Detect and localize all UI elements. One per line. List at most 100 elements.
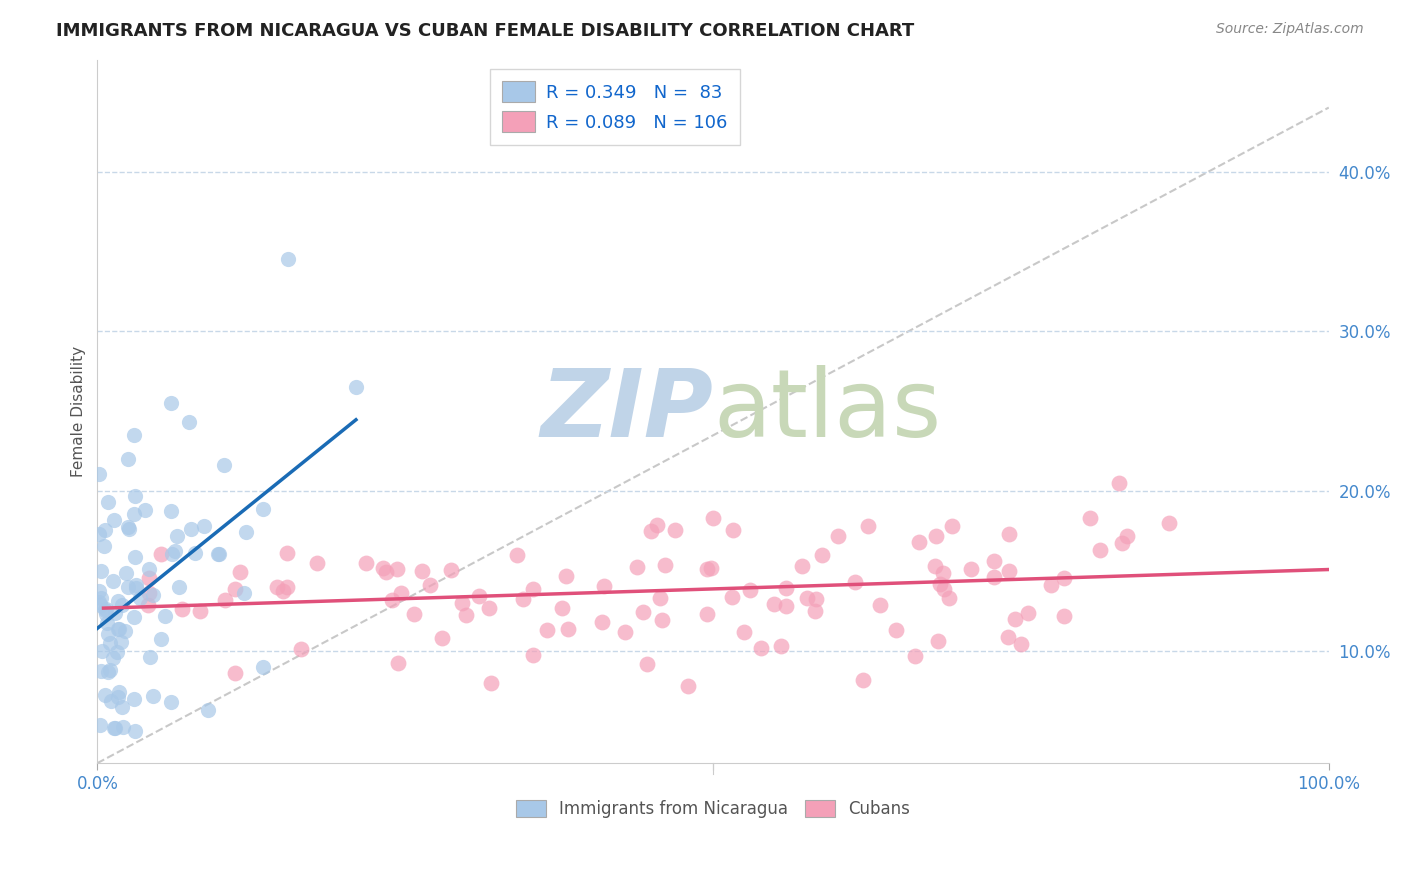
Point: [792, 559, 814, 574]
Point: [104, 606, 127, 620]
Point: [763, 597, 786, 611]
Point: [654, 558, 676, 573]
Point: [908, 535, 931, 549]
Point: [104, 721, 127, 735]
Point: [354, 556, 377, 570]
Point: [90, 664, 112, 678]
Point: [1088, 542, 1111, 557]
Point: [233, 586, 256, 600]
Point: [1157, 516, 1180, 531]
Point: [307, 556, 329, 570]
Y-axis label: Female Disability: Female Disability: [72, 346, 86, 477]
Point: [1004, 611, 1026, 625]
Point: [214, 592, 236, 607]
Point: [557, 622, 579, 636]
Point: [478, 601, 501, 615]
Point: [207, 547, 229, 561]
Point: [290, 642, 312, 657]
Point: [94, 688, 117, 702]
Point: [124, 507, 146, 521]
Point: [721, 591, 744, 605]
Point: [932, 582, 955, 597]
Point: [804, 591, 827, 606]
Point: [252, 659, 274, 673]
Point: [375, 565, 398, 579]
Point: [188, 604, 211, 618]
Point: [111, 599, 134, 613]
Point: [107, 594, 129, 608]
Point: [87, 584, 110, 599]
Point: [163, 544, 186, 558]
Point: [97, 665, 120, 680]
Point: [1108, 476, 1130, 491]
Text: ZIP: ZIP: [540, 366, 713, 458]
Point: [94, 607, 117, 621]
Point: [117, 452, 139, 467]
Point: [775, 599, 797, 613]
Point: [733, 625, 755, 640]
Point: [124, 692, 146, 706]
Point: [678, 679, 700, 693]
Point: [536, 623, 558, 637]
Point: [924, 559, 946, 574]
Point: [94, 523, 117, 537]
Point: [105, 645, 128, 659]
Point: [87, 467, 110, 482]
Point: [98, 663, 121, 677]
Point: [277, 252, 299, 267]
Point: [97, 494, 120, 508]
Point: [111, 700, 134, 714]
Point: [129, 591, 152, 605]
Point: [114, 566, 136, 580]
Point: [740, 582, 762, 597]
Point: [111, 720, 134, 734]
Point: [96, 616, 118, 631]
Point: [94, 603, 117, 617]
Point: [650, 613, 672, 627]
Point: [97, 627, 120, 641]
Point: [960, 561, 983, 575]
Point: [107, 622, 129, 636]
Point: [927, 633, 949, 648]
Point: [631, 605, 654, 619]
Point: [419, 578, 441, 592]
Point: [591, 615, 613, 629]
Point: [170, 601, 193, 615]
Point: [941, 518, 963, 533]
Point: [122, 610, 145, 624]
Point: [110, 635, 132, 649]
Point: [938, 591, 960, 605]
Point: [100, 694, 122, 708]
Point: [276, 581, 298, 595]
Point: [103, 574, 125, 589]
Point: [381, 593, 404, 607]
Point: [636, 657, 658, 671]
Point: [454, 607, 477, 622]
Point: [252, 501, 274, 516]
Point: [626, 559, 648, 574]
Point: [118, 523, 141, 537]
Point: [107, 690, 129, 705]
Point: [103, 721, 125, 735]
Point: [150, 632, 173, 646]
Point: [224, 582, 246, 597]
Point: [93, 540, 115, 554]
Point: [1017, 607, 1039, 621]
Point: [903, 648, 925, 663]
Point: [108, 622, 131, 636]
Point: [138, 586, 160, 600]
Point: [162, 547, 184, 561]
Point: [1053, 609, 1076, 624]
Point: [664, 523, 686, 537]
Legend: Immigrants from Nicaragua, Cubans: Immigrants from Nicaragua, Cubans: [509, 794, 917, 825]
Point: [522, 648, 544, 662]
Point: [640, 524, 662, 539]
Point: [90, 591, 112, 605]
Point: [235, 525, 257, 540]
Point: [613, 625, 636, 640]
Point: [702, 511, 724, 525]
Point: [94, 602, 117, 616]
Point: [183, 546, 205, 560]
Point: [150, 548, 173, 562]
Point: [983, 554, 1005, 568]
